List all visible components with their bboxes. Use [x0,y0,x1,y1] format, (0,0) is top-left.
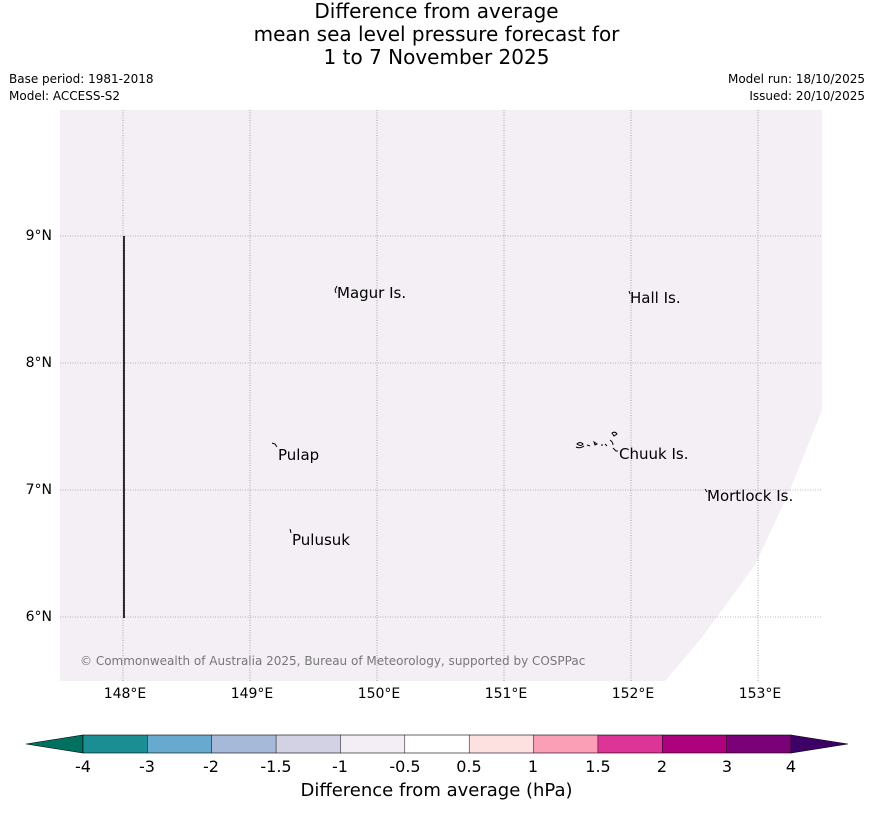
lat-label-8n: 8°N [25,355,52,371]
place-pulusuk: Pulusuk [292,531,350,549]
lat-label-9n: 9°N [25,228,52,244]
pulap-island-shape [271,442,278,448]
magur-island-shape [334,285,338,294]
colorbar-cell [211,735,277,753]
meta-right: Model run: 18/10/2025 Issued: 20/10/2025 [728,71,865,105]
colorbar-cell [404,735,470,753]
cb-tick: 4 [785,757,797,776]
meta-left: Base period: 1981-2018 Model: ACCESS-S2 [9,71,154,105]
place-pulap: Pulap [278,446,320,464]
colorbar-frame [82,734,792,754]
lon-label-152e: 152°E [611,686,655,702]
colorbar-high-extend [790,734,849,754]
place-hall: Hall Is. [630,289,681,307]
cb-tick: -4 [75,757,91,776]
lon-label-150e: 150°E [357,686,401,702]
cb-tick: 1 [527,757,539,776]
lon-label-153e: 153°E [738,686,782,702]
lon-label-148e: 148°E [103,686,147,702]
issued-date: Issued: 20/10/2025 [749,89,865,103]
cb-tick: -3 [139,757,155,776]
lon-label-151e: 151°E [484,686,528,702]
colorbar-cells [83,735,792,753]
model-run: Model run: 18/10/2025 [727,72,865,86]
colorbar-cell [597,735,663,753]
colorbar-cell [340,735,406,753]
colorbar-cell [147,735,213,753]
colorbar-label: Difference from average (hPa) [300,780,573,801]
mortlock-island-shape [704,488,708,493]
place-mortlock: Mortlock Is. [707,487,794,505]
colorbar-low-extend [25,734,84,754]
no-data-region [665,410,822,681]
lon-label-149e: 149°E [230,686,274,702]
pulusuk-island-shape [289,528,292,534]
lat-label-7n: 7°N [25,482,52,498]
colorbar-cell [533,735,599,753]
title-line-3: 1 to 7 November 2025 [323,45,550,69]
cb-tick: -2 [203,757,219,776]
map-background [60,110,822,681]
cb-tick: -1.5 [260,757,292,776]
colorbar-cell [276,735,341,753]
lat-label-6n: 6°N [25,609,52,625]
place-magur: Magur Is. [337,284,407,302]
colorbar-cell [726,735,792,753]
longitude-gridlines [122,110,759,681]
place-chuuk: Chuuk Is. [619,445,689,463]
cb-tick: 3 [721,757,733,776]
cb-tick: -1 [332,757,348,776]
base-period: Base period: 1981-2018 [9,72,154,86]
title-line-1: Difference from average [314,0,559,23]
copyright-notice: © Commonwealth of Australia 2025, Bureau… [80,654,586,668]
island-outlines [271,285,708,534]
colorbar-cell [83,735,148,753]
cb-tick: 1.5 [585,757,611,776]
latitude-gridlines [60,235,822,618]
colorbar-cell [469,735,535,753]
colorbar-cell [662,735,728,753]
hall-island-shape [628,290,631,295]
chuuk-lagoon-islands [575,431,618,452]
model-name: Model: ACCESS-S2 [9,89,121,103]
title-line-2: mean sea level pressure forecast for [253,22,620,46]
cb-tick: 2 [656,757,668,776]
chart-title: Difference from average mean sea level p… [0,0,873,69]
cb-tick: 0.5 [456,757,482,776]
cb-tick: -0.5 [389,757,421,776]
